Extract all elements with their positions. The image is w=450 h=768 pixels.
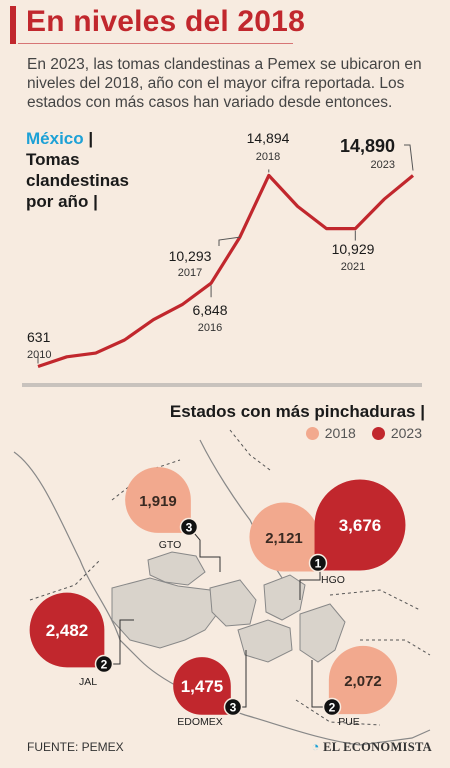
rank-badge-number: 2 (329, 701, 336, 715)
state-label-pue: PUE (338, 716, 360, 728)
state-shape-jal (111, 577, 221, 649)
rank-badge-number: 3 (186, 521, 193, 535)
intro-text: En 2023, las tomas clandestinas a Pemex … (27, 56, 422, 111)
bubble-hgo-2023: 3,676 1 (308, 479, 406, 573)
bubble-pue-2018: 2,072 2 (322, 645, 398, 717)
bubble-shape (249, 502, 319, 572)
pointer-pue (311, 660, 323, 708)
leader-line (404, 144, 414, 171)
bubble-shape (125, 467, 191, 533)
brand-icon: ◔ (311, 739, 320, 754)
bubble-edomex-2023: 1,475 3 (173, 657, 243, 717)
state-shape-pue (299, 603, 346, 663)
state-shape-mich (209, 579, 257, 627)
legend-swatch-2018 (305, 426, 319, 440)
legend-swatch-2023 (371, 426, 385, 440)
data-label-2018: 14,894 (247, 130, 290, 146)
rank-badge-number: 3 (230, 701, 237, 715)
bubble-value-label: 2,121 (265, 530, 303, 547)
data-label-2017: 10,293 (169, 248, 212, 264)
year-label-2018: 2018 (256, 151, 280, 163)
year-label-2010: 2010 (27, 349, 51, 361)
bubble-hgo-2018: 2,121 (249, 502, 319, 572)
rank-badge (322, 697, 342, 717)
brand-logo: ◔ EL ECONOMISTA (311, 739, 432, 754)
year-label-2017: 2017 (178, 267, 202, 279)
series-line (37, 173, 415, 369)
legend-label-2023: 2023 (390, 425, 422, 441)
chart-heading-country: México (26, 129, 84, 148)
point-annotations: 631 2010 6,848 2016 10,293 2017 14,894 2018 10,9… (27, 130, 414, 364)
rank-badge-number: 1 (315, 557, 322, 571)
year-label-2016: 2016 (198, 322, 222, 334)
state-shape-hgo (263, 574, 306, 621)
chart-heading: México | Tomas clandestinas por año | (26, 129, 129, 211)
bubble-value-label: 3,676 (339, 516, 382, 535)
mexico-map (13, 429, 431, 746)
bubble-value-label: 2,072 (344, 673, 382, 690)
bubble-shape (29, 592, 105, 668)
rank-badge (223, 697, 243, 717)
states-legend: 2018 2023 (305, 425, 422, 441)
rank-badge (308, 553, 328, 573)
chart-heading-line3: por año (26, 192, 89, 211)
pointer-gto (188, 526, 221, 572)
data-label-2021: 10,929 (332, 241, 375, 257)
states-chart-title: Estados con más pinchaduras | (169, 402, 425, 421)
year-label-2023: 2023 (371, 159, 395, 171)
bubble-jal-2023: 2,482 2 (29, 592, 114, 674)
rank-badge (94, 654, 114, 674)
page-title: En niveles del 2018 (26, 5, 305, 38)
state-label-gto: GTO (159, 539, 182, 551)
leader-line (218, 236, 240, 246)
data-label-2010: 631 (27, 329, 51, 345)
legend-label-2018: 2018 (324, 425, 356, 441)
state-shape-gto (147, 551, 206, 586)
title-accent-bar (10, 6, 16, 44)
bubble-gto-2018: 1,919 3 (125, 467, 199, 537)
bubble-value-label: 2,482 (46, 621, 89, 640)
state-label-jal: JAL (79, 676, 97, 688)
data-label-2016: 6,848 (192, 302, 227, 318)
source-note: FUENTE: PEMEX (27, 740, 124, 754)
bubble-value-label: 1,919 (139, 493, 177, 510)
chart-heading-line2: clandestinas (26, 171, 129, 190)
state-label-edomex: EDOMEX (177, 716, 223, 728)
state-shape-edomex (237, 619, 293, 663)
bubble-shape (314, 479, 406, 571)
chart-heading-line1: Tomas (26, 150, 80, 169)
bubble-shape (173, 657, 231, 715)
rank-badge (179, 517, 199, 537)
rank-badge-number: 2 (101, 658, 108, 672)
data-label-2023: 14,890 (340, 136, 395, 156)
bubble-shape (328, 645, 398, 715)
bubble-value-label: 1,475 (181, 677, 224, 696)
year-label-2021: 2021 (341, 261, 365, 273)
state-label-hgo: HGO (321, 574, 345, 586)
title-divider (18, 43, 293, 44)
line-chart: 631 2010 6,848 2016 10,293 2017 14,894 2018 10,9… (22, 130, 422, 387)
